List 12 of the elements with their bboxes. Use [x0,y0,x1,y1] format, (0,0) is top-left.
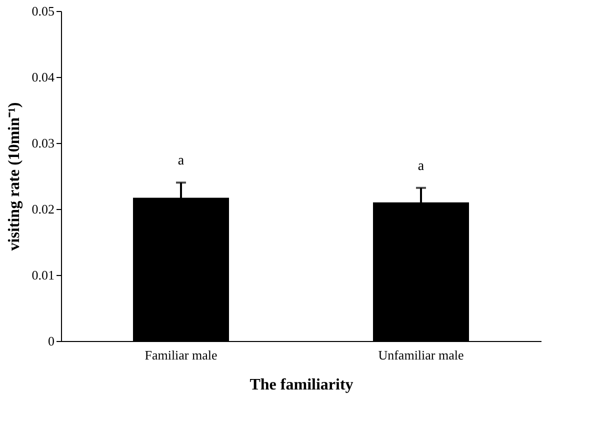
annotation: a [178,154,185,169]
annotation: a [418,158,425,174]
y-axis-title: visiting rate (10min⁻¹) [6,102,23,251]
y-tick-label: 0.04 [32,70,55,84]
y-tick-label: 0.03 [32,136,54,150]
y-tick-label: 0 [48,334,54,348]
x-tick-label: Familiar male [144,348,218,362]
y-tick-label: 0.01 [32,268,54,282]
x-axis-title: The familiarity [250,376,354,394]
x-tick-label: Unfamiliar male [378,348,464,362]
y-tick-label: 0.02 [32,202,54,216]
y-tick-label: 0.05 [32,4,54,18]
